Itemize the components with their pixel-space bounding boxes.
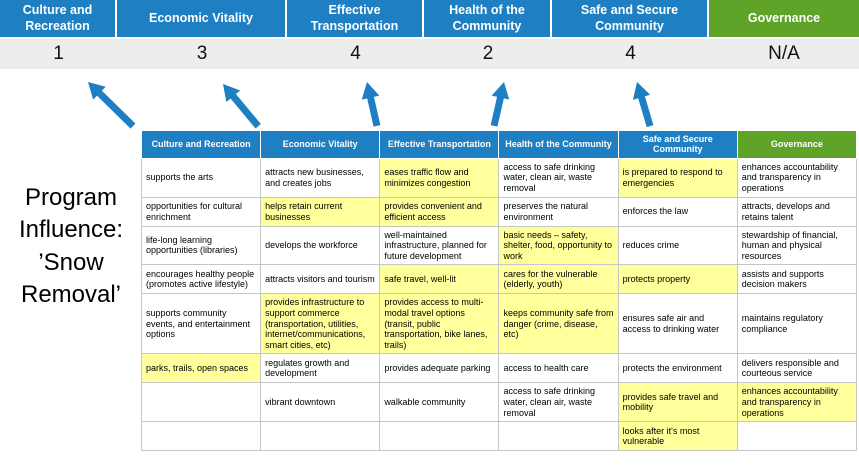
matrix-cell: enforces the law xyxy=(617,196,738,227)
up-arrow-icon xyxy=(223,84,261,129)
summary-header-safe-secure-community: Safe and Secure Community xyxy=(552,0,709,37)
matrix-cell: attracts visitors and tourism xyxy=(260,264,381,295)
matrix-cell: is prepared to respond to emergencies xyxy=(617,157,738,198)
influence-matrix: Culture and Recreation Economic Vitality… xyxy=(140,130,858,452)
matrix-cell: maintains regulatory compliance xyxy=(736,293,858,355)
matrix-cell: looks after it's most vulnerable xyxy=(617,421,738,452)
score-health-community: 2 xyxy=(482,43,494,64)
matrix-cell: attracts new businesses, and creates job… xyxy=(260,157,381,198)
matrix-cell xyxy=(140,382,262,423)
matrix-cell: provides access to multi-modal travel op… xyxy=(379,293,500,355)
matrix-body: supports the arts attracts new businesses… xyxy=(140,157,858,452)
matrix-cell: delivers responsible and courteous servi… xyxy=(736,353,858,384)
matrix-cell: provides convenient and efficient access xyxy=(379,196,500,227)
matrix-row: supports the arts attracts new businesses… xyxy=(140,157,858,198)
matrix-cell: basic needs – safety, shelter, food, opp… xyxy=(498,225,619,266)
matrix-row: looks after it's most vulnerable xyxy=(140,421,858,452)
matrix-cell: develops the workforce xyxy=(260,225,381,266)
matrix-cell xyxy=(736,421,858,452)
up-arrow-icon xyxy=(88,82,136,129)
matrix-cell: attracts, develops and retains talent xyxy=(736,196,858,227)
program-influence-label: Program Influence: ’Snow Removal’ xyxy=(18,184,124,309)
matrix-cell: enhances accountability and transparency… xyxy=(736,382,858,423)
matrix-cell: protects property xyxy=(617,264,738,295)
matrix-cell: opportunities for cultural enrichment xyxy=(140,196,262,227)
matrix-header-economic-vitality: Economic Vitality xyxy=(260,130,381,159)
matrix-cell: access to health care xyxy=(498,353,619,384)
matrix-cell: safe travel, well-lit xyxy=(379,264,500,295)
matrix-cell: keeps community safe from danger (crime,… xyxy=(498,293,619,355)
matrix-cell: access to safe drinking water, clean air… xyxy=(498,382,619,423)
matrix-cell xyxy=(498,421,619,452)
matrix-row: opportunities for cultural enrichment hel… xyxy=(140,196,858,227)
matrix-cell: supports the arts xyxy=(140,157,262,198)
summary-header-governance: Governance xyxy=(709,0,859,37)
matrix-header-row: Culture and Recreation Economic Vitality… xyxy=(140,130,858,159)
matrix-row: parks, trails, open spaces regulates grow… xyxy=(140,353,858,384)
matrix-cell: walkable community xyxy=(379,382,500,423)
summary-score-row: 1 3 4 2 4 N/A xyxy=(0,39,859,69)
matrix-cell xyxy=(260,421,381,452)
matrix-header-culture-recreation: Culture and Recreation xyxy=(140,130,262,159)
matrix-cell: access to safe drinking water, clean air… xyxy=(498,157,619,198)
summary-header-health-community: Health of the Community xyxy=(424,0,552,37)
score-economic-vitality: 3 xyxy=(196,43,208,64)
score-effective-transportation: 4 xyxy=(350,43,361,64)
summary-header-culture-recreation: Culture and Recreation xyxy=(0,0,117,37)
summary-header-economic-vitality: Economic Vitality xyxy=(117,0,287,37)
matrix-cell: stewardship of financial, human and phys… xyxy=(736,225,858,266)
matrix-cell: eases traffic flow and minimizes congest… xyxy=(379,157,500,198)
matrix-row: vibrant downtown walkable community access… xyxy=(140,382,858,423)
matrix-cell: assists and supports decision makers xyxy=(736,264,858,295)
matrix-cell: preserves the natural environment xyxy=(498,196,619,227)
summary-header-effective-transportation: Effective Transportation xyxy=(287,0,424,37)
matrix-cell: ensures safe air and access to drinking … xyxy=(617,293,738,355)
score-governance: N/A xyxy=(768,43,800,64)
matrix-cell: well-maintained infrastructure, planned … xyxy=(379,225,500,266)
matrix-cell: provides adequate parking xyxy=(379,353,500,384)
matrix-cell xyxy=(140,421,262,452)
up-arrow-icon xyxy=(490,82,510,127)
matrix-header-governance: Governance xyxy=(736,130,858,159)
matrix-cell: provides safe travel and mobility xyxy=(617,382,738,423)
up-arrow-icon xyxy=(361,82,381,127)
matrix-cell: reduces crime xyxy=(617,225,738,266)
matrix-cell: supports community events, and entertain… xyxy=(140,293,262,355)
matrix-header-safe-secure-community: Safe and Secure Community xyxy=(617,130,738,159)
matrix-cell: helps retain current businesses xyxy=(260,196,381,227)
matrix-cell: parks, trails, open spaces xyxy=(140,353,262,384)
matrix-cell: cares for the vulnerable (elderly, youth… xyxy=(498,264,619,295)
matrix-cell: enhances accountability and transparency… xyxy=(736,157,858,198)
up-arrow-icon xyxy=(632,82,654,128)
summary-header-row: Culture and Recreation Economic Vitality… xyxy=(0,0,859,37)
matrix-header-health-community: Health of the Community xyxy=(498,130,619,159)
score-culture-recreation: 1 xyxy=(53,43,64,64)
matrix-cell xyxy=(379,421,500,452)
matrix-cell: vibrant downtown xyxy=(260,382,381,423)
matrix-cell: regulates growth and development xyxy=(260,353,381,384)
matrix-row: encourages healthy people (promotes acti… xyxy=(140,264,858,295)
matrix-row: supports community events, and entertain… xyxy=(140,293,858,355)
matrix-cell: encourages healthy people (promotes acti… xyxy=(140,264,262,295)
score-arrows xyxy=(88,82,654,129)
matrix-row: life-long learning opportunities (librar… xyxy=(140,225,858,266)
matrix-header-effective-transportation: Effective Transportation xyxy=(379,130,500,159)
matrix-cell: protects the environment xyxy=(617,353,738,384)
matrix-cell: provides infrastructure to support comme… xyxy=(260,293,381,355)
score-safe-secure-community: 4 xyxy=(625,43,636,64)
matrix-cell: life-long learning opportunities (librar… xyxy=(140,225,262,266)
